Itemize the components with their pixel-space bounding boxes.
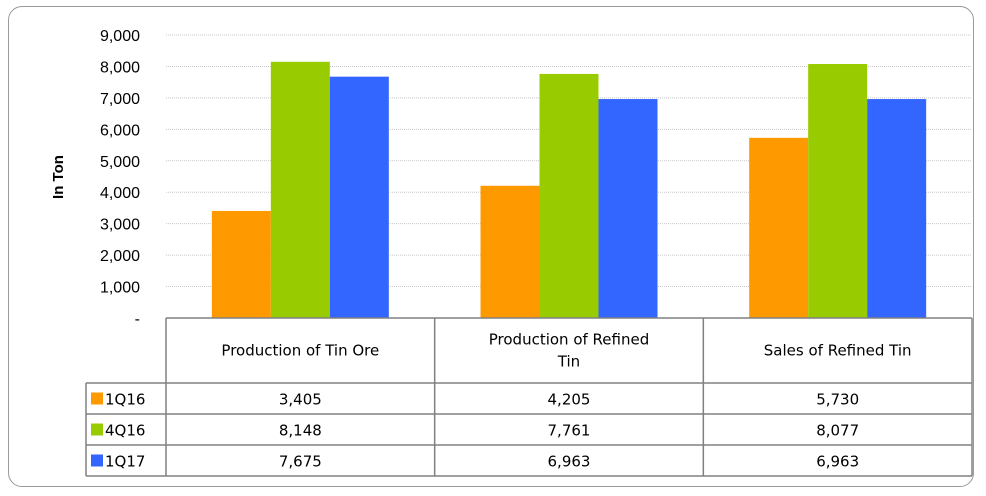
category-label: Sales of Refined Tin <box>764 342 912 360</box>
legend-swatch-1q16 <box>91 393 103 405</box>
y-tick-label: 1,000 <box>100 280 140 297</box>
data-table-value: 4,205 <box>548 391 591 409</box>
data-table-value: 7,675 <box>279 453 322 471</box>
bar-1q16-2 <box>749 138 808 318</box>
data-table-value: 8,077 <box>816 422 859 440</box>
category-label: Production of Refined <box>489 331 649 349</box>
bar-1q16-1 <box>481 186 540 318</box>
category-label: Tin <box>557 353 580 371</box>
legend-label: 1Q16 <box>105 391 145 409</box>
y-tick-label: 4,000 <box>100 185 140 202</box>
data-table-value: 5,730 <box>816 391 859 409</box>
bar-1q17-1 <box>599 99 658 318</box>
bar-4q16-0 <box>271 62 330 318</box>
bar-4q16-2 <box>808 64 867 318</box>
y-tick-label: 8,000 <box>100 59 140 76</box>
legend-label: 4Q16 <box>105 422 145 440</box>
y-tick-label: 5,000 <box>100 154 140 171</box>
legend-label: 1Q17 <box>105 453 145 471</box>
data-table-value: 3,405 <box>279 391 322 409</box>
y-tick-label: 3,000 <box>100 217 140 234</box>
y-tick-label: - <box>135 311 140 328</box>
y-tick-label: 7,000 <box>100 91 140 108</box>
y-tick-label: 9,000 <box>100 28 140 45</box>
data-table-value: 7,761 <box>548 422 591 440</box>
legend-swatch-4q16 <box>91 424 103 436</box>
data-table-value: 8,148 <box>279 422 322 440</box>
bar-4q16-1 <box>540 74 599 318</box>
bar-1q16-0 <box>212 211 271 318</box>
bar-1q17-2 <box>867 99 926 318</box>
y-tick-label: 2,000 <box>100 248 140 265</box>
y-tick-label: 6,000 <box>100 122 140 139</box>
y-axis-title: In Ton <box>50 155 67 199</box>
legend-swatch-1q17 <box>91 455 103 467</box>
category-label: Production of Tin Ore <box>221 342 379 360</box>
data-table-value: 6,963 <box>816 453 859 471</box>
bar-1q17-0 <box>330 77 389 318</box>
data-table-value: 6,963 <box>548 453 591 471</box>
